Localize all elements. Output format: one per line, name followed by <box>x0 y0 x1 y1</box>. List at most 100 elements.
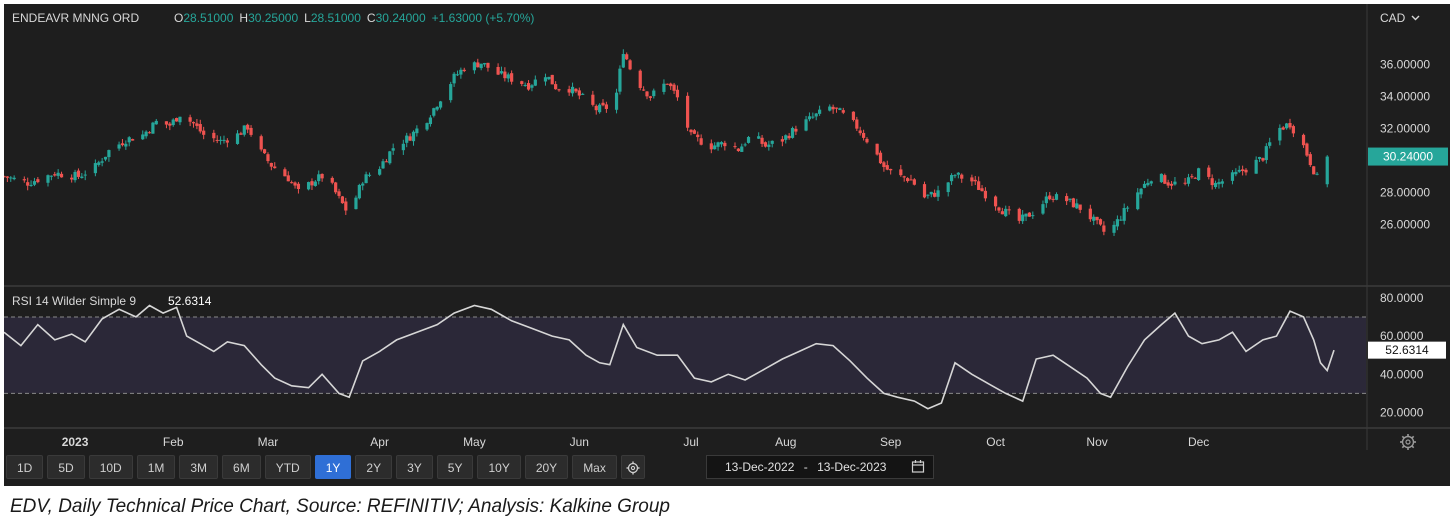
range-button-6m[interactable]: 6M <box>222 455 261 479</box>
range-button-20y[interactable]: 20Y <box>524 455 569 479</box>
candle-body <box>344 201 348 211</box>
candle-body <box>784 135 788 140</box>
candle <box>334 181 338 195</box>
candle <box>246 123 250 134</box>
chevron-down-icon[interactable] <box>1411 15 1420 21</box>
candle <box>100 158 104 167</box>
candle <box>1054 192 1059 201</box>
candle-body <box>235 133 240 144</box>
candle-body <box>1071 198 1076 208</box>
gear-icon[interactable] <box>1400 434 1416 450</box>
calendar-icon[interactable] <box>911 456 925 478</box>
candle <box>543 73 548 86</box>
candle <box>936 185 940 202</box>
candle-body <box>1186 177 1191 184</box>
range-button-ytd[interactable]: YTD <box>264 455 311 479</box>
candle <box>317 170 321 185</box>
candle <box>411 130 416 146</box>
candle-body <box>936 190 940 197</box>
candle <box>770 140 774 148</box>
candle <box>56 169 60 180</box>
date-range-picker[interactable]: 13-Dec-2022 - 13-Dec-2023 <box>706 455 934 479</box>
candle <box>117 141 121 151</box>
candle-body <box>1301 134 1306 146</box>
range-button-3y[interactable]: 3Y <box>396 455 433 479</box>
range-button-max[interactable]: Max <box>572 455 617 479</box>
candle-body <box>22 179 26 181</box>
time-tick-label: Mar <box>258 435 279 449</box>
time-tick-label: Nov <box>1086 435 1107 449</box>
candle-body <box>828 106 832 111</box>
candle-body <box>408 136 412 141</box>
candle <box>29 180 33 187</box>
range-button-10y[interactable]: 10Y <box>477 455 521 479</box>
candle <box>669 82 673 90</box>
candle-body <box>675 89 680 98</box>
candle-body <box>699 138 703 145</box>
candle <box>191 121 196 128</box>
range-button-1d[interactable]: 1D <box>6 455 44 479</box>
candle <box>642 86 646 91</box>
candle-body <box>103 156 108 160</box>
candle <box>4 175 6 178</box>
candle-body <box>652 90 656 97</box>
candle-body <box>1166 182 1170 186</box>
range-button-5d[interactable]: 5D <box>47 455 85 479</box>
candle-body <box>401 143 405 151</box>
candle <box>899 164 903 177</box>
currency-selector[interactable]: CAD <box>1380 11 1406 25</box>
candle-body <box>198 124 202 132</box>
candle-body <box>1021 214 1025 222</box>
candle-body <box>767 144 771 147</box>
range-button-1y[interactable]: 1Y <box>314 455 352 479</box>
high-value: 30.25000 <box>248 11 298 25</box>
candle <box>912 178 916 186</box>
candle-body <box>834 107 839 109</box>
candle-body <box>482 63 487 65</box>
candle <box>127 136 131 147</box>
candle-body <box>1122 208 1126 221</box>
candle-body <box>662 83 666 92</box>
candle <box>956 172 960 179</box>
price-axis: 26.0000028.0000030.0000032.0000034.00000… <box>1380 57 1430 231</box>
candle <box>212 129 216 143</box>
candle <box>696 131 700 142</box>
candle-body <box>696 134 700 138</box>
range-button-10d[interactable]: 10D <box>88 455 133 479</box>
candle <box>313 180 317 187</box>
candle <box>1075 198 1079 210</box>
candle <box>861 129 866 141</box>
range-button-3m[interactable]: 3M <box>179 455 219 479</box>
candle-body <box>12 177 16 180</box>
candle-body <box>1000 211 1004 215</box>
range-button-1m[interactable]: 1M <box>136 455 176 479</box>
candle-body <box>100 161 104 163</box>
figure-caption: EDV, Daily Technical Price Chart, Source… <box>10 496 670 517</box>
candle <box>760 135 764 147</box>
candle <box>1065 193 1069 206</box>
candle-body <box>1149 181 1153 184</box>
candle <box>1186 173 1191 187</box>
last-price-tag-text: 30.24000 <box>1383 150 1433 164</box>
time-tick-label: May <box>463 435 486 449</box>
candle-body <box>547 76 551 80</box>
gear-icon[interactable] <box>620 455 645 479</box>
candle <box>618 65 622 95</box>
candle <box>432 107 436 118</box>
range-button-5y[interactable]: 5Y <box>436 455 474 479</box>
candle <box>929 191 933 198</box>
candle <box>1213 180 1218 189</box>
candle <box>977 176 981 191</box>
candle <box>1281 126 1285 131</box>
candle-body <box>645 91 649 97</box>
candle-body <box>330 177 334 183</box>
range-button-2y[interactable]: 2Y <box>355 455 393 479</box>
candle <box>1021 210 1025 224</box>
candle <box>12 175 16 181</box>
instrument-name: ENDEAVR MNNG ORD <box>12 11 139 25</box>
candle-body <box>746 137 751 143</box>
candle-body <box>1112 224 1116 233</box>
candle <box>479 63 483 71</box>
candle <box>188 114 192 127</box>
candle-body <box>218 139 223 141</box>
